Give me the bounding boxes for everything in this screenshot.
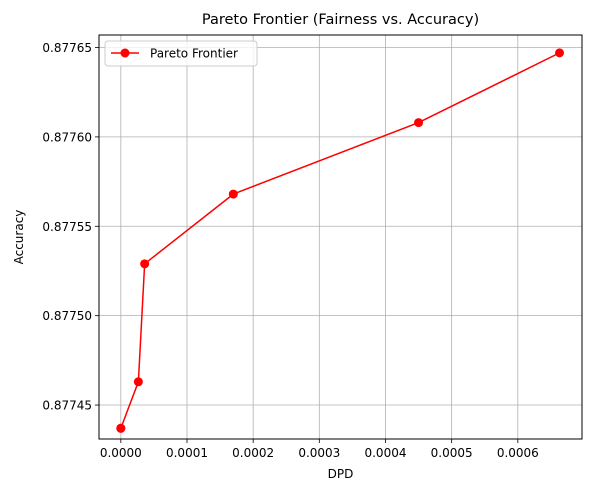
y-tick-label: 0.87765 bbox=[42, 41, 92, 55]
y-tick-label: 0.87755 bbox=[42, 220, 92, 234]
y-axis-ticks: 0.87745 0.87750 0.87755 0.87760 0.87765 bbox=[42, 41, 99, 413]
plot-area bbox=[116, 48, 565, 433]
legend-box bbox=[104, 40, 258, 67]
legend: Pareto Frontier bbox=[104, 40, 258, 67]
x-tick-label: 0.0006 bbox=[497, 446, 539, 460]
data-point bbox=[140, 259, 150, 269]
data-point bbox=[116, 423, 126, 433]
x-tick-label: 0.0004 bbox=[364, 446, 406, 460]
x-axis-label: DPD bbox=[328, 467, 354, 481]
x-tick-label: 0.0003 bbox=[298, 446, 340, 460]
y-tick-label: 0.87750 bbox=[42, 309, 92, 323]
data-point bbox=[133, 377, 143, 387]
chart-title: Pareto Frontier (Fairness vs. Accuracy) bbox=[202, 12, 479, 28]
y-axis-label: Accuracy bbox=[12, 210, 26, 265]
y-tick-label: 0.87745 bbox=[42, 399, 92, 413]
y-tick-label: 0.87760 bbox=[42, 130, 92, 144]
data-point bbox=[414, 118, 424, 128]
x-tick-label: 0.0001 bbox=[166, 446, 208, 460]
data-point bbox=[555, 48, 565, 58]
x-tick-label: 0.0005 bbox=[431, 446, 473, 460]
x-axis-ticks: 0.0000 0.0001 0.0002 0.0003 0.0004 0.0005 0.00… bbox=[100, 439, 539, 460]
axes-frame bbox=[98, 34, 583, 440]
legend-marker-swatch bbox=[120, 48, 130, 58]
x-tick-label: 0.0000 bbox=[100, 446, 142, 460]
series-line bbox=[120, 52, 560, 429]
data-point bbox=[228, 189, 238, 199]
legend-label: Pareto Frontier bbox=[150, 47, 238, 61]
x-tick-label: 0.0002 bbox=[232, 446, 274, 460]
